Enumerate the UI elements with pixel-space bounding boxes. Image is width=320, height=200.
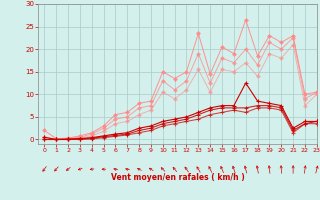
X-axis label: Vent moyen/en rafales ( km/h ): Vent moyen/en rafales ( km/h ) (111, 173, 244, 182)
